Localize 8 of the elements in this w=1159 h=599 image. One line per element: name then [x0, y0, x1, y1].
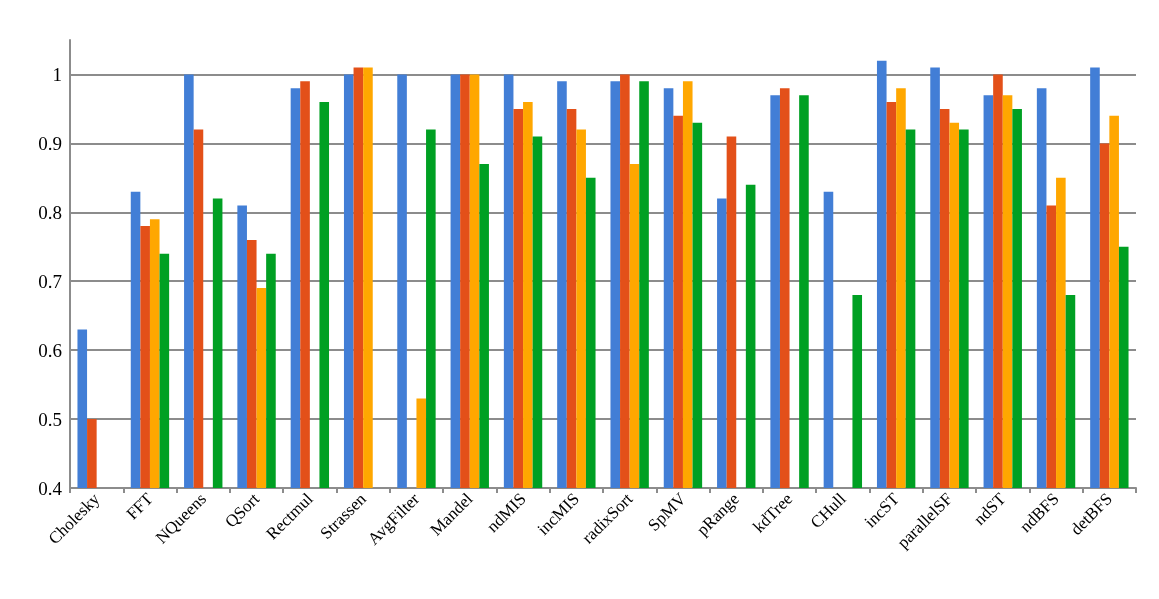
y-tick-label: 0.9: [38, 132, 62, 154]
y-tick-label: 0.5: [38, 408, 62, 430]
y-tick-label: 0.4: [38, 477, 63, 499]
x-tick-label: FFT: [122, 488, 158, 524]
y-tick-label: 0.6: [38, 339, 62, 361]
y-tick-label: 0.7: [38, 270, 62, 292]
y-tick-label: 0.8: [38, 201, 62, 223]
y-tick-label: 1: [52, 63, 62, 85]
